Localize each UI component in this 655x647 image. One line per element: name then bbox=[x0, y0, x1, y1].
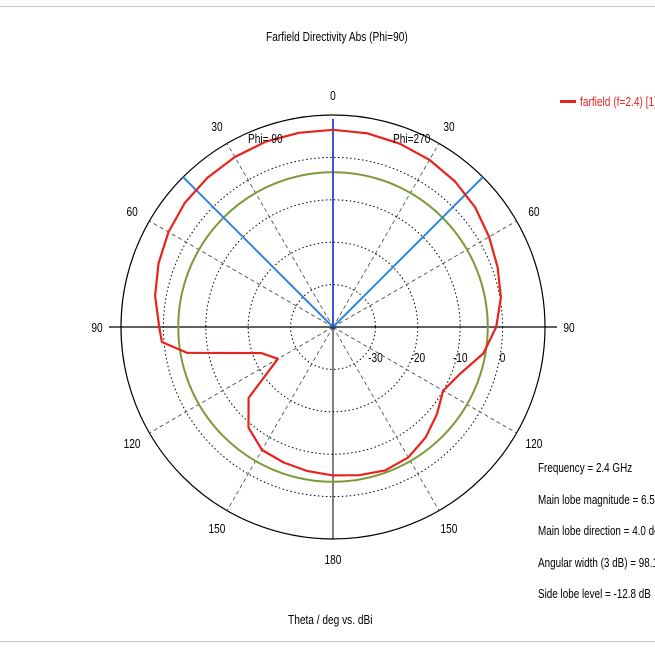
radial-tick-label: -20 bbox=[410, 351, 425, 365]
angle-tick-label: 180 bbox=[325, 553, 342, 567]
beamwidth-line bbox=[182, 176, 334, 328]
angle-tick-label: 0 bbox=[330, 89, 336, 103]
info-main-lobe-direction: Main lobe direction = 4.0 deg. bbox=[538, 523, 655, 538]
angle-spoke bbox=[332, 326, 517, 434]
info-angular-width: Angular width (3 dB) = 98.1 deg. bbox=[538, 554, 655, 570]
angle-spoke bbox=[149, 326, 334, 434]
angle-tick-label: 120 bbox=[124, 437, 141, 451]
legend-label: farfield (f=2.4) [1] bbox=[580, 94, 655, 109]
angle-tick-label: 120 bbox=[525, 437, 542, 451]
angle-spoke bbox=[332, 143, 440, 328]
angle-spoke bbox=[226, 143, 334, 328]
bottom-border bbox=[0, 641, 655, 642]
angle-tick-label: 60 bbox=[528, 205, 540, 219]
info-main-lobe-magnitude: Main lobe magnitude = 6.52 dB bbox=[538, 491, 655, 507]
info-side-lobe-level: Side lobe level = -12.8 dB bbox=[538, 586, 651, 601]
angle-tick-label: 30 bbox=[211, 120, 223, 134]
angle-spoke bbox=[332, 220, 517, 328]
series-farfield-curve bbox=[154, 128, 502, 477]
legend-swatch bbox=[560, 100, 576, 103]
angle-tick-label: 30 bbox=[443, 120, 455, 134]
angle-tick-labels: 0 30 30 60 60 90 90 120 120 150 150 180 bbox=[91, 89, 575, 567]
radial-tick-label: -10 bbox=[453, 351, 468, 365]
chart-title: Farfield Directivity Abs (Phi=90) bbox=[266, 29, 408, 44]
series-layer bbox=[154, 119, 502, 483]
side-label-left: Phi= 90 bbox=[248, 132, 283, 146]
info-panel: Frequency = 2.4 GHz Main lobe magnitude … bbox=[538, 452, 655, 610]
top-border bbox=[0, 6, 655, 7]
angle-spoke bbox=[332, 326, 440, 511]
legend[interactable]: farfield (f=2.4) [1] bbox=[560, 94, 655, 109]
beamwidth-line bbox=[332, 176, 484, 328]
radial-tick-labels: -30 -20 -10 0 bbox=[368, 351, 506, 365]
angle-spoke bbox=[226, 326, 334, 511]
angle-tick-label: 150 bbox=[441, 522, 458, 536]
angle-spoke bbox=[149, 220, 334, 328]
angle-tick-label: 150 bbox=[209, 522, 226, 536]
side-label-right: Phi=270 bbox=[393, 132, 431, 146]
angle-tick-label: 60 bbox=[126, 205, 138, 219]
radial-tick-label: 0 bbox=[500, 351, 506, 365]
radial-tick-label: -30 bbox=[368, 351, 383, 365]
polar-grid bbox=[109, 114, 557, 540]
angle-tick-label: 90 bbox=[91, 321, 103, 335]
angle-tick-label: 90 bbox=[563, 321, 575, 335]
x-axis-label: Theta / deg vs. dBi bbox=[288, 612, 373, 627]
info-frequency: Frequency = 2.4 GHz bbox=[538, 460, 633, 475]
side-labels: Phi= 90 Phi=270 bbox=[248, 132, 431, 146]
